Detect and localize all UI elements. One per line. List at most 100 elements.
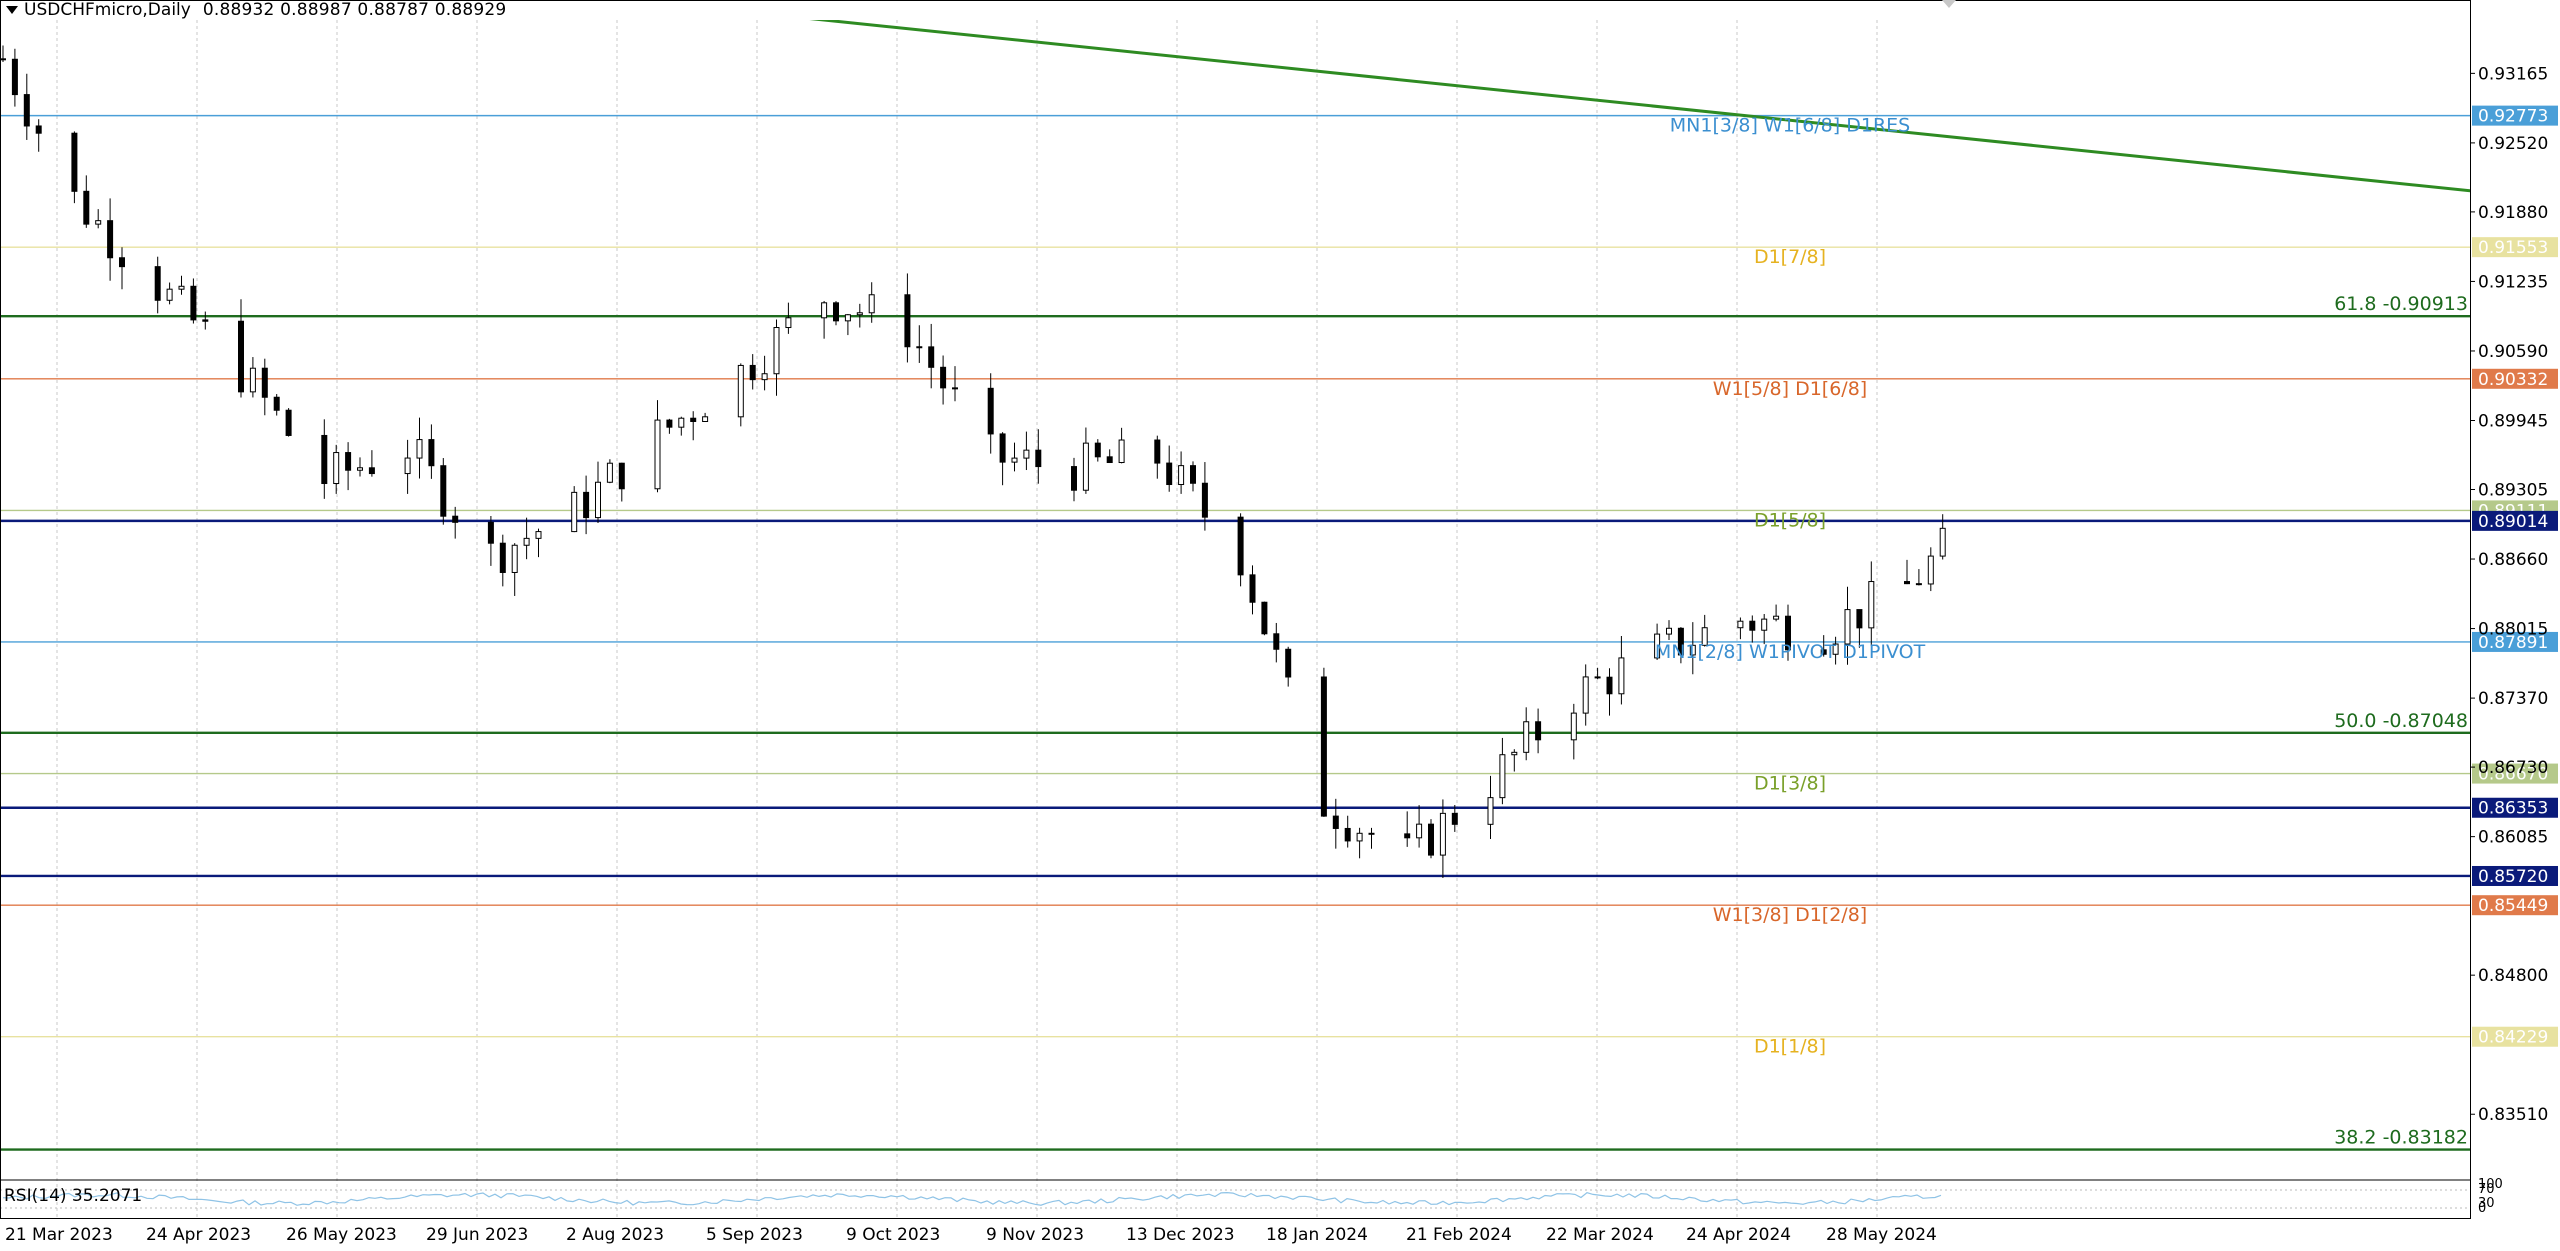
level-label: W1[3/8] D1[2/8]	[1713, 904, 1867, 926]
candle-body	[35, 125, 42, 134]
candle-body	[523, 537, 530, 546]
candle-body	[1737, 620, 1744, 629]
candle-body	[166, 288, 173, 301]
candle-body	[856, 312, 863, 316]
level-label: MN1[3/8] W1[6/8] D1RES	[1670, 115, 1910, 137]
candle-body	[190, 285, 197, 321]
rsi-panel	[0, 1189, 2470, 1209]
price-badge	[2472, 895, 2558, 916]
candle-body	[1344, 827, 1351, 842]
level-label: MN1[2/8] W1PIVOT D1PIVOT	[1655, 641, 1926, 663]
level-label: D1[7/8]	[1754, 246, 1826, 268]
candle-body	[1535, 721, 1542, 741]
candle-body	[95, 220, 102, 225]
candle-body	[1689, 644, 1696, 656]
date-tick-label: 22 Mar 2024	[1546, 1225, 1654, 1245]
candle-body	[904, 294, 911, 348]
price-badge-text: 0.84229	[2478, 1028, 2548, 1048]
candle-body	[702, 416, 709, 422]
candle-body	[499, 542, 506, 573]
date-tick-label: 24 Apr 2024	[1686, 1225, 1791, 1245]
candle-body	[1820, 649, 1827, 655]
candle-body	[1606, 676, 1613, 695]
dropdown-triangle-icon[interactable]	[6, 6, 18, 14]
candle-body	[844, 314, 851, 322]
candle-body	[1904, 581, 1910, 585]
candle-body	[1404, 833, 1411, 839]
candle-body	[773, 327, 780, 375]
trendline-layer	[809, 20, 2470, 193]
date-tick-label: 9 Oct 2023	[846, 1225, 940, 1245]
candle-body	[1915, 583, 1922, 586]
level-lines-layer	[0, 114, 2470, 1151]
candle-body	[618, 462, 625, 490]
candle-body	[571, 491, 578, 533]
candle-body	[749, 364, 756, 381]
candle-body	[333, 452, 340, 485]
candle-body	[868, 294, 875, 314]
price-badge-text: 0.86353	[2478, 799, 2548, 819]
price-tick-label: 0.93165	[2478, 64, 2548, 84]
price-badge	[2472, 105, 2558, 126]
candle-body	[678, 417, 685, 428]
candle-body	[1428, 823, 1434, 856]
rsi-scale-label: 0	[2478, 1201, 2486, 1216]
price-badge	[2472, 237, 2558, 258]
candle-body	[1285, 648, 1292, 678]
candle-body	[238, 320, 244, 393]
candle-body	[1011, 457, 1018, 463]
candle-body	[1761, 618, 1768, 631]
candle-body	[987, 387, 994, 435]
level-labels-layer: MN1[3/8] W1[6/8] D1RES 0.92773 D1[7/8] 0.91…	[1655, 105, 2558, 1149]
candle-body	[511, 544, 518, 573]
price-tick-label: 0.89945	[2478, 412, 2548, 432]
candle-body	[821, 302, 828, 319]
candle-body	[999, 433, 1006, 463]
candle-body	[1677, 627, 1684, 656]
candle-body	[345, 452, 352, 471]
candle-body	[83, 190, 90, 225]
candle-body	[1701, 627, 1708, 646]
price-tick-label: 0.88015	[2478, 620, 2548, 640]
candle-body	[1082, 442, 1089, 491]
candle-body	[940, 366, 947, 389]
rsi-scale-label: 100	[2478, 1177, 2503, 1192]
level-label: W1[5/8] D1[6/8]	[1713, 378, 1867, 400]
candle-body	[583, 491, 590, 519]
date-tick-label: 9 Nov 2023	[986, 1225, 1084, 1245]
candle-body	[1570, 712, 1577, 741]
candle-body	[833, 302, 839, 322]
candle-body	[273, 396, 280, 411]
date-tick-label: 28 May 2024	[1826, 1225, 1937, 1245]
price-tick-label: 0.92520	[2478, 134, 2548, 154]
candle-body	[178, 285, 185, 290]
candle-body	[1582, 676, 1589, 714]
price-tick-label: 0.87370	[2478, 689, 2548, 709]
candle-body	[154, 266, 161, 301]
candle-body	[428, 439, 435, 467]
candle-body	[606, 462, 613, 483]
price-tick-label: 0.83510	[2478, 1105, 2548, 1125]
candle-body	[1523, 721, 1530, 753]
price-tick-label: 0.91235	[2478, 272, 2548, 292]
price-badge-text: 0.85720	[2478, 867, 2548, 887]
price-badge-text: 0.89014	[2478, 512, 2548, 532]
candle-body	[952, 387, 958, 390]
candle-body	[452, 515, 459, 523]
candle-body	[487, 521, 494, 544]
candle-body	[1785, 615, 1791, 651]
date-tick-label: 5 Sep 2023	[706, 1225, 803, 1245]
price-tick-label: 0.91880	[2478, 203, 2548, 223]
candle-body	[654, 419, 661, 490]
rsi-scale-label: 70	[2478, 1182, 2495, 1197]
candle-body	[1356, 832, 1363, 842]
candle-body	[1178, 465, 1185, 486]
chart-title-bar: USDCHFmicro,Daily 0.88932 0.88987 0.8878…	[0, 0, 506, 20]
candle-body	[1654, 633, 1661, 659]
candle-body	[1190, 465, 1196, 484]
price-tick-label: 0.90590	[2478, 342, 2548, 362]
fib-level-label: 61.8 -0.90913	[2334, 293, 2468, 315]
candle-body	[321, 434, 328, 485]
